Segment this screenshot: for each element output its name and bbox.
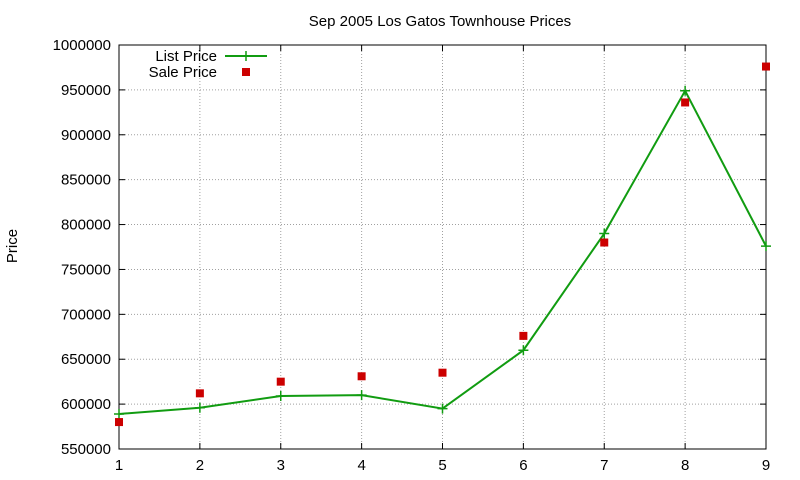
y-tick-label: 550000 [61,441,111,458]
sale-price-point [195,389,204,398]
series-layer [114,62,771,427]
legend-swatch-marker-list-price [241,51,251,61]
sale-price-point [681,98,690,107]
sale-price-point [357,372,366,381]
list-price-point [761,241,771,252]
list-price-point [437,403,448,414]
y-tick-label: 700000 [61,306,111,323]
sale-price-point [276,377,285,386]
x-tick-label: 2 [196,457,204,474]
y-tick-label: 850000 [61,172,111,189]
x-tick-label: 9 [762,457,770,474]
sale-price-point [438,368,447,377]
axis-ticks: 1 2 3 4 5 6 7 8 9 550000 600000 650000 700000 750000 8… [53,37,771,474]
sale-price-series [115,62,770,427]
x-tick-label: 3 [277,457,285,474]
x-tick-label: 8 [681,457,689,474]
y-axis-label: Price [4,229,21,263]
y-tick-label: 1000000 [53,37,111,54]
sale-price-point [762,62,770,71]
x-tick-label: 4 [357,457,365,474]
y-tick-label: 800000 [61,217,111,234]
list-price-point [680,85,691,96]
list-price-point [194,402,205,413]
list-price-point [599,228,610,239]
sale-price-point [115,418,123,427]
list-price-point [275,391,286,402]
y-tick-label: 950000 [61,82,111,99]
y-tick-label: 650000 [61,351,111,368]
sale-price-point [600,238,609,247]
x-tick-label: 6 [519,457,527,474]
list-price-point [356,390,367,401]
list-price-series [114,85,771,419]
y-tick-label: 900000 [61,127,111,144]
list-price-point [518,345,529,356]
x-tick-label: 1 [115,457,123,474]
legend-label-list-price: List Price [155,48,217,65]
y-tick-label: 600000 [61,396,111,413]
y-tick-label: 750000 [61,261,111,278]
chart-title: Sep 2005 Los Gatos Townhouse Prices [309,13,571,30]
grid [119,45,766,449]
sale-price-point [519,331,528,340]
legend-label-sale-price: Sale Price [149,64,217,81]
x-tick-label: 7 [600,457,608,474]
legend-swatch-marker-sale-price [242,68,250,76]
list-price-point [114,408,124,419]
x-tick-label: 5 [438,457,446,474]
